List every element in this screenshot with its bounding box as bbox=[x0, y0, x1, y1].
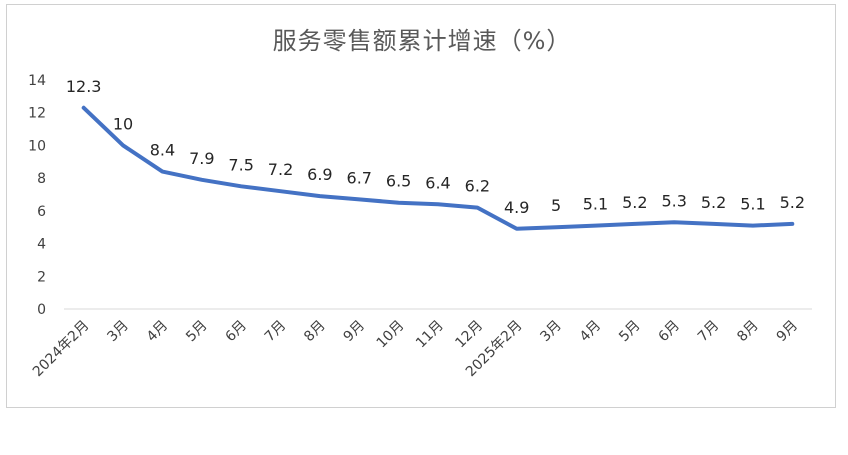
x-tick-label: 12月 bbox=[452, 318, 486, 352]
data-label: 5 bbox=[551, 196, 561, 215]
data-label: 6.9 bbox=[307, 165, 332, 184]
chart-frame: 服务零售额累计增速（%） bbox=[6, 4, 836, 408]
data-label: 6.7 bbox=[347, 168, 372, 187]
data-label: 6.2 bbox=[465, 177, 490, 196]
data-label: 5.2 bbox=[780, 193, 805, 212]
y-tick-label: 6 bbox=[37, 204, 46, 220]
x-tick-label: 7月 bbox=[262, 318, 290, 346]
data-label: 5.2 bbox=[622, 193, 647, 212]
data-label: 4.9 bbox=[504, 198, 529, 217]
data-label: 7.9 bbox=[189, 149, 214, 168]
data-label: 5.2 bbox=[701, 193, 726, 212]
y-tick-label: 4 bbox=[37, 237, 46, 253]
data-label: 12.3 bbox=[66, 77, 102, 96]
x-tick-label: 4月 bbox=[144, 318, 172, 346]
x-tick-label: 6月 bbox=[222, 318, 250, 346]
x-tick-label: 10月 bbox=[374, 318, 408, 352]
data-label: 6.4 bbox=[425, 173, 450, 192]
y-tick-label: 12 bbox=[28, 106, 46, 122]
data-label: 10 bbox=[113, 114, 133, 133]
y-tick-label: 10 bbox=[28, 138, 46, 154]
y-tick-label: 14 bbox=[28, 73, 46, 89]
x-tick-label: 11月 bbox=[413, 318, 447, 352]
x-tick-label: 5月 bbox=[616, 318, 644, 346]
series-line bbox=[81, 105, 795, 231]
y-tick-label: 2 bbox=[37, 269, 46, 285]
x-tick-label: 7月 bbox=[695, 318, 723, 346]
x-tick-label: 5月 bbox=[183, 318, 211, 346]
data-label: 7.2 bbox=[268, 160, 293, 179]
y-tick-label: 8 bbox=[37, 171, 46, 187]
data-label: 6.5 bbox=[386, 172, 411, 191]
data-label: 5.1 bbox=[740, 195, 765, 214]
x-tick-label: 8月 bbox=[301, 318, 329, 346]
data-label: 7.5 bbox=[228, 155, 253, 174]
x-tick-label: 3月 bbox=[104, 318, 132, 346]
x-tick-label: 3月 bbox=[537, 318, 565, 346]
x-tick-label: 2024年2月 bbox=[30, 318, 93, 381]
x-tick-label: 9月 bbox=[774, 318, 802, 346]
data-label: 5.1 bbox=[583, 195, 608, 214]
x-tick-label: 4月 bbox=[577, 318, 605, 346]
chart-title: 服务零售额累计增速（%） bbox=[272, 27, 572, 55]
x-tick-label: 8月 bbox=[734, 318, 762, 346]
data-label: 8.4 bbox=[150, 141, 175, 160]
data-label: 5.3 bbox=[661, 191, 686, 210]
y-tick-label: 0 bbox=[37, 302, 46, 318]
x-tick-label: 9月 bbox=[341, 318, 369, 346]
x-tick-label: 6月 bbox=[656, 318, 684, 346]
